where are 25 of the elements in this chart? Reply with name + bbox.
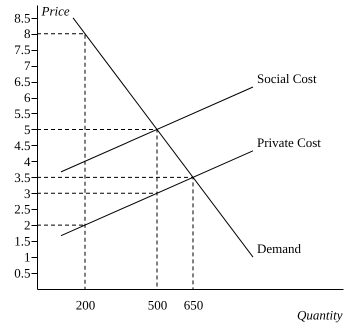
series-label: Private Cost xyxy=(257,134,322,150)
y-tick-label: 0.5 xyxy=(14,266,30,281)
y-tick-label: 8.5 xyxy=(14,10,30,26)
y-tick-label: 2.5 xyxy=(14,202,30,217)
y-tick-label: 7 xyxy=(24,58,31,74)
y-tick-label: 1 xyxy=(24,250,30,265)
y-tick-label: 6.5 xyxy=(14,74,30,90)
y-tick-label: 4.5 xyxy=(14,138,30,153)
y-tick-label: 8 xyxy=(24,26,30,42)
y-tick-label: 5 xyxy=(24,122,30,137)
y-tick-label: 2 xyxy=(24,218,30,233)
x-tick-label: 650 xyxy=(184,298,204,312)
x-tick-label: 500 xyxy=(148,298,168,312)
x-tick-label: 200 xyxy=(76,298,96,312)
y-tick-label: 3 xyxy=(24,186,30,201)
y-tick-label: 4 xyxy=(24,154,31,169)
y-tick-label: 1.5 xyxy=(14,234,30,249)
y-tick-label: 6 xyxy=(24,90,31,106)
series-label: Social Cost xyxy=(257,71,317,86)
series-label: Demand xyxy=(257,241,302,256)
x-axis-title: Quantity xyxy=(297,308,343,322)
y-tick-label: 3.5 xyxy=(14,170,30,185)
y-tick-label: 7.5 xyxy=(14,42,30,58)
y-axis-title: Price xyxy=(40,4,70,18)
y-tick-label: 5.5 xyxy=(14,106,30,121)
